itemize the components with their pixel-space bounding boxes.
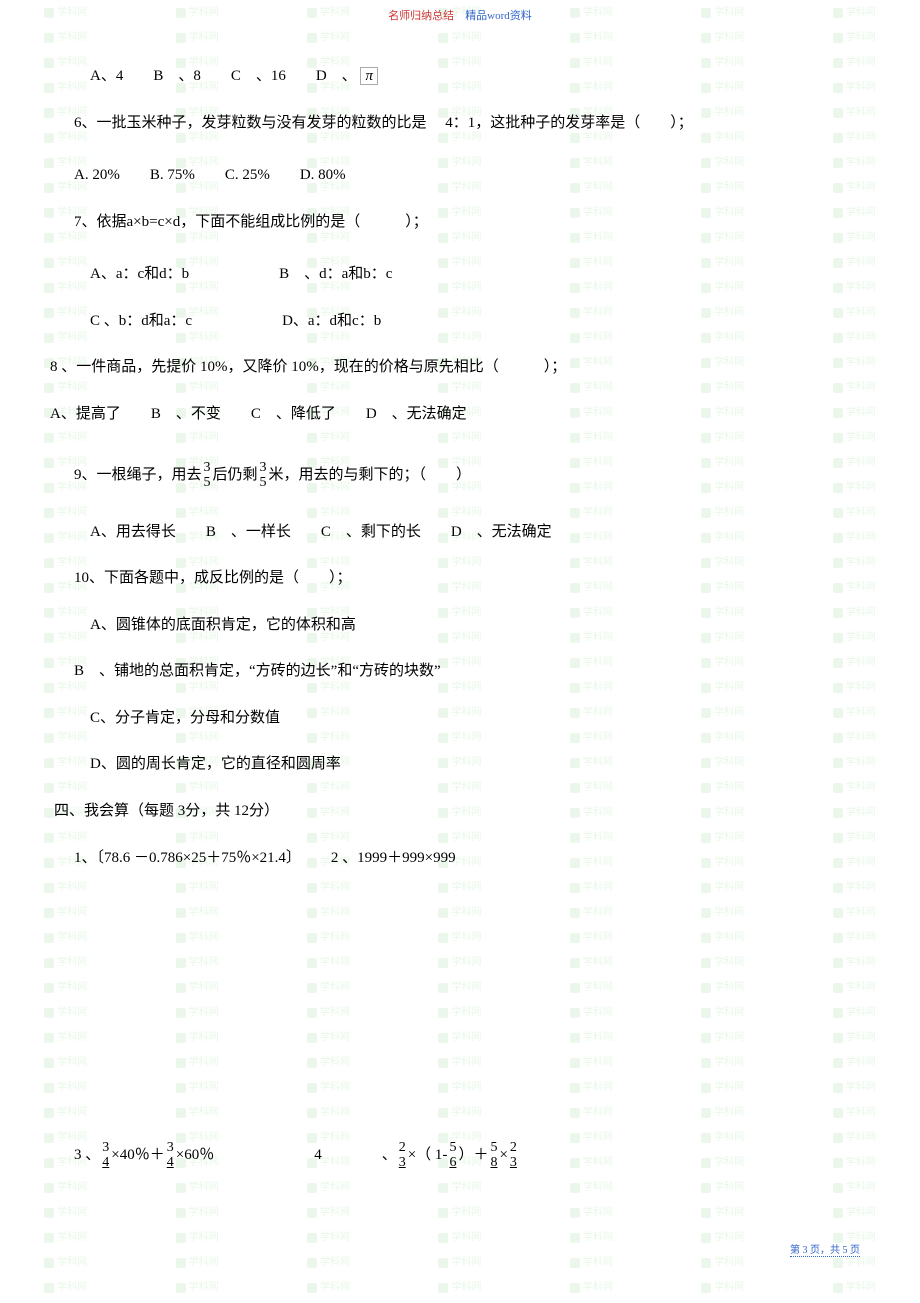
page-header: 名师归纳总结 精品word资料: [0, 8, 920, 25]
section4-title: 四、我会算（每题 3分，共 12分）: [50, 800, 870, 823]
q9-part2: 后仍剩: [213, 464, 258, 487]
fraction-3-5-b: 3 5: [260, 460, 267, 491]
fraction-2-3-b: 2 3: [510, 1140, 517, 1171]
q5-options-line: A、4 B 、8 C 、16 D 、 π: [50, 65, 870, 88]
q10-option-a: A、圆锥体的底面积肯定，它的体积和高: [50, 614, 870, 637]
q7-options-cd: C 、b：d和a：c D、a：d和c：b: [50, 310, 870, 333]
calc4-p4: ×: [499, 1144, 507, 1167]
q6-options: A. 20% B. 75% C. 25% D. 80%: [50, 164, 870, 187]
q5-options: A、4 B 、8 C 、16 D 、: [90, 68, 357, 84]
calc4-p2: ×（ 1-: [408, 1144, 448, 1167]
q9-part1: 9、一根绳子，用去: [74, 464, 202, 487]
fraction-3-4-a: 3 4: [102, 1140, 109, 1171]
q10-text: 10、下面各题中，成反比例的是（ ）；: [50, 567, 870, 590]
header-red-text: 名师归纳总结: [388, 10, 454, 22]
fraction-2-3-a: 2 3: [399, 1140, 406, 1171]
q8-text: 8 、一件商品，先提价 10%，又降价 10%，现在的价格与原先相比（ ）；: [50, 356, 870, 379]
q9-options: A、用去得长 B 、一样长 C 、剩下的长 D 、无法确定: [50, 521, 870, 544]
pi-symbol: π: [360, 67, 378, 85]
q10-option-b: B 、铺地的总面积肯定，“方砖的边长”和“方砖的块数”: [50, 660, 870, 683]
q8-options: A、提高了 B 、不变 C 、降低了 D 、无法确定: [50, 403, 870, 426]
content-area: A、4 B 、8 C 、16 D 、 π 6、一批玉米种子，发芽粒数与没有发芽的…: [0, 0, 920, 1245]
calc-1-2: 1、〔78.6 －0.786×25＋75％×21.4〕 2 、1999＋999×…: [50, 847, 870, 870]
q6-text: 6、一批玉米种子，发芽粒数与没有发芽的粒数的比是 4：1，这批种子的发芽率是（ …: [50, 112, 870, 135]
calc4-label: 4 、: [314, 1144, 397, 1167]
calc4-p3: ）＋: [458, 1144, 488, 1167]
fraction-3-4-b: 3 4: [167, 1140, 174, 1171]
calc3-label: 3 、: [74, 1144, 100, 1167]
calc-3-4-line: 3 、 3 4 ×40％＋ 3 4 ×60％ 4 、 2 3 ×（ 1- 5 6…: [50, 1140, 870, 1171]
page-footer: 第 3 页，共 5 页: [790, 1243, 860, 1258]
q10-option-d: D、圆的周长肯定，它的直径和圆周率: [50, 753, 870, 776]
header-blue-text: 精品word资料: [465, 10, 532, 22]
fraction-5-6: 5 6: [449, 1140, 456, 1171]
q9-part3: 米，用去的与剩下的；（ ）: [269, 464, 472, 487]
q7-text: 7、依据a×b=c×d，下面不能组成比例的是（ ）；: [50, 211, 870, 234]
footer-text: 第 3 页，共 5 页: [790, 1245, 860, 1257]
calc3-mid: ×40％＋: [111, 1144, 164, 1167]
fraction-3-5-a: 3 5: [204, 460, 211, 491]
q10-option-c: C、分子肯定，分母和分数值: [50, 707, 870, 730]
q7-options-ab: A、a：c和d：b B 、d：a和b：c: [50, 263, 870, 286]
fraction-5-8: 5 8: [490, 1140, 497, 1171]
q9-line: 9、一根绳子，用去 3 5 后仍剩 3 5 米，用去的与剩下的；（ ）: [50, 460, 870, 491]
calc3-end: ×60％: [176, 1144, 214, 1167]
